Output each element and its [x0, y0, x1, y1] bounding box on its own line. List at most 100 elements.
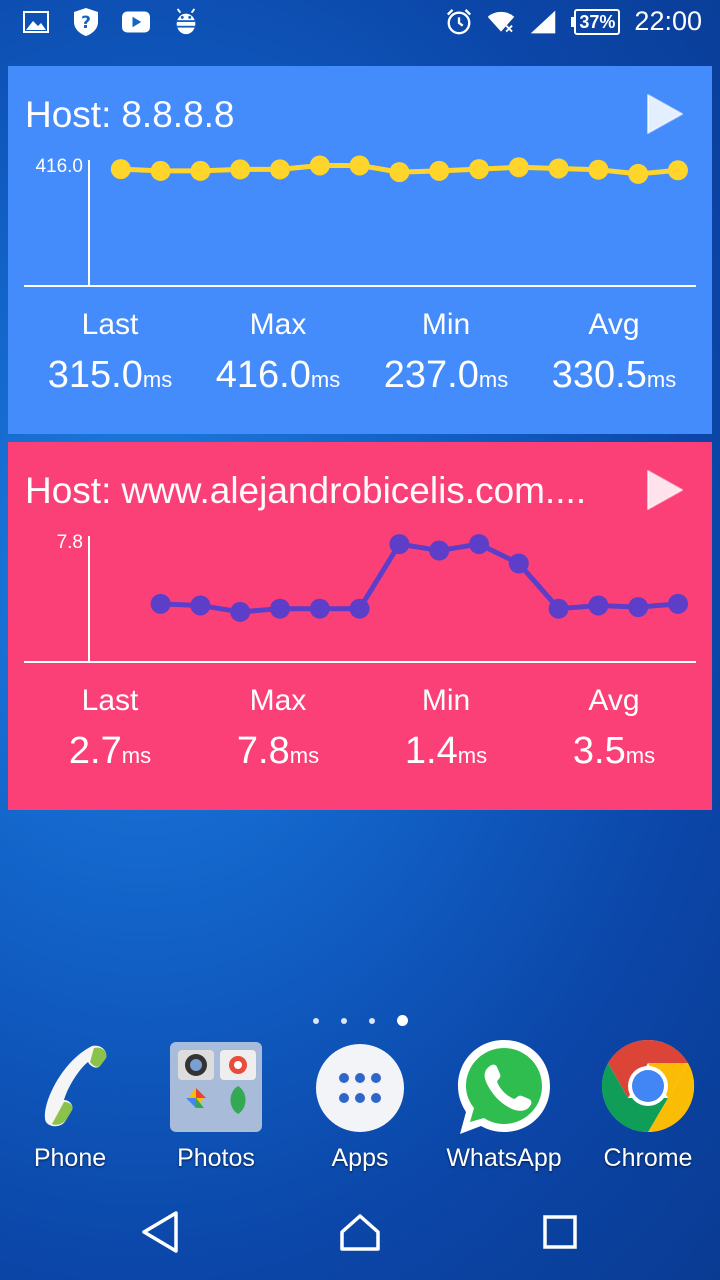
dock: Phone Photos Apps — [0, 1036, 720, 1186]
stat-unit: ms — [457, 743, 488, 768]
host-label: Host: — [25, 470, 112, 511]
app-phone[interactable]: Phone — [0, 1036, 142, 1173]
data-point — [230, 601, 251, 622]
back-icon[interactable] — [130, 1202, 190, 1262]
data-point — [668, 593, 688, 614]
data-point — [548, 158, 569, 179]
stat-last: Last 2.7ms — [22, 684, 198, 773]
stat-label: Avg — [588, 684, 640, 717]
apps-grid-icon[interactable] — [310, 1036, 410, 1136]
stat-max: Max 416.0ms — [190, 308, 366, 397]
data-point — [429, 160, 450, 181]
page-dot[interactable] — [340, 1017, 347, 1024]
data-point — [548, 598, 569, 619]
recents-icon[interactable] — [530, 1202, 590, 1262]
page-dot[interactable] — [312, 1017, 319, 1024]
ping-widget-2[interactable]: Host: www.alejandrobicelis.com.... 7.8 La… — [8, 442, 712, 810]
data-point — [389, 534, 410, 555]
stat-value: 3.5 — [572, 730, 626, 772]
app-apps[interactable]: Apps — [288, 1036, 432, 1173]
stat-value: 315.0 — [47, 354, 143, 396]
data-point — [150, 160, 171, 181]
app-label: Apps — [331, 1144, 389, 1172]
stat-unit: ms — [310, 367, 341, 392]
data-point — [190, 160, 211, 181]
chrome-icon[interactable] — [598, 1036, 698, 1136]
stat-unit: ms — [646, 367, 677, 392]
wifi-icon — [487, 8, 515, 36]
stat-value: 7.8 — [236, 730, 290, 772]
data-point — [270, 598, 290, 619]
host-value: www.alejandrobicelis.com.... — [121, 470, 587, 511]
stat-label: Min — [421, 308, 471, 341]
navigation-bar — [0, 1184, 720, 1280]
data-point — [150, 593, 171, 614]
app-photos[interactable]: Photos — [144, 1036, 288, 1173]
stats-row: Last 315.0ms Max 416.0ms Min 237.0ms Avg 330… — [8, 308, 712, 408]
latency-chart: 416.0 — [24, 155, 696, 287]
stat-label: Avg — [588, 308, 640, 341]
stat-unit: ms — [478, 367, 509, 392]
stat-value: 1.4 — [404, 730, 458, 772]
app-label: Photos — [177, 1144, 255, 1172]
data-point — [469, 534, 489, 555]
app-chrome[interactable]: Chrome — [576, 1036, 720, 1173]
data-point — [349, 598, 370, 619]
data-point — [429, 540, 450, 561]
ping-widget-1[interactable]: Host: 8.8.8.8 416.0 Last 315.0ms Max 416.0m… — [8, 66, 712, 434]
data-point — [309, 598, 330, 619]
stat-min: Min 1.4ms — [358, 684, 534, 773]
data-point — [309, 155, 330, 176]
stat-last: Last 315.0ms — [22, 308, 198, 397]
data-point — [270, 159, 290, 180]
stat-label: Max — [249, 684, 307, 717]
alarm-icon — [445, 8, 473, 36]
stat-avg: Avg 3.5ms — [526, 684, 702, 773]
data-point — [469, 159, 489, 180]
app-label: Chrome — [603, 1144, 693, 1172]
whatsapp-icon[interactable] — [454, 1036, 554, 1136]
data-point — [230, 159, 251, 180]
stat-value: 416.0 — [215, 354, 311, 396]
stat-label: Last — [81, 684, 139, 717]
android-bug-icon — [172, 8, 200, 36]
phone-icon[interactable] — [20, 1036, 120, 1136]
youtube-icon — [122, 8, 150, 36]
stat-label: Max — [249, 308, 307, 341]
data-point — [588, 159, 609, 180]
svg-text:?: ? — [81, 13, 91, 33]
stat-avg: Avg 330.5ms — [526, 308, 702, 397]
data-point — [668, 160, 688, 181]
y-tick-label: 7.8 — [57, 532, 83, 553]
data-point — [349, 155, 370, 176]
data-point — [508, 553, 529, 574]
play-icon[interactable] — [642, 468, 686, 512]
stat-label: Last — [81, 308, 139, 341]
data-point — [190, 595, 211, 616]
app-whatsapp[interactable]: WhatsApp — [432, 1036, 576, 1173]
home-icon[interactable] — [330, 1202, 390, 1262]
stat-unit: ms — [121, 743, 152, 768]
data-point — [508, 157, 529, 178]
clock: 22:00 — [634, 6, 702, 36]
data-point — [588, 595, 609, 616]
battery-level: 37% — [574, 8, 621, 35]
shield-question-icon: ? — [72, 8, 100, 36]
gallery-icon — [22, 8, 50, 36]
host-title: Host: 8.8.8.8 — [25, 94, 625, 136]
stat-value: 330.5 — [551, 354, 647, 396]
data-point — [628, 163, 649, 184]
photos-folder-icon[interactable] — [166, 1036, 266, 1136]
host-label: Host: — [25, 94, 112, 135]
stat-min: Min 237.0ms — [358, 308, 534, 397]
play-icon[interactable] — [642, 92, 686, 136]
page-dot[interactable] — [368, 1017, 375, 1024]
stat-value: 237.0 — [383, 354, 479, 396]
stat-unit: ms — [142, 367, 173, 392]
stat-value: 2.7 — [68, 730, 122, 772]
page-dot-active[interactable] — [396, 1015, 408, 1026]
data-point — [389, 162, 410, 183]
stats-row: Last 2.7ms Max 7.8 ms Min 1.4ms Avg 3.5 ms — [8, 684, 712, 784]
battery-indicator: 37% — [571, 8, 621, 35]
data-point — [110, 159, 131, 180]
